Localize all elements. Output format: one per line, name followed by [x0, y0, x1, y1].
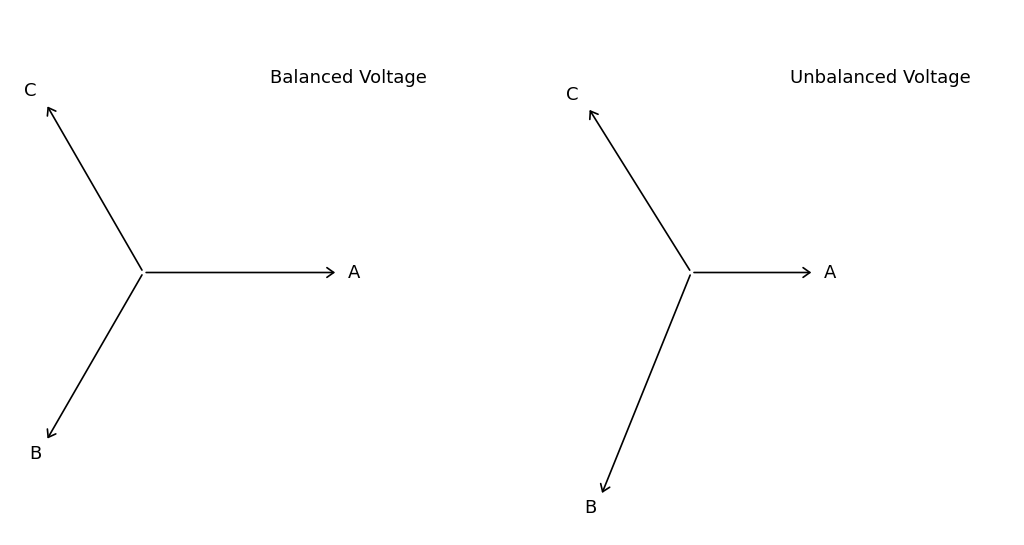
Text: B: B [30, 445, 42, 463]
Text: Unbalanced Voltage: Unbalanced Voltage [791, 69, 971, 87]
Text: A: A [824, 263, 837, 282]
Text: C: C [25, 82, 37, 100]
Text: C: C [566, 86, 579, 104]
Text: Balanced Voltage: Balanced Voltage [269, 69, 427, 87]
Text: B: B [585, 499, 597, 517]
Text: A: A [348, 263, 360, 282]
